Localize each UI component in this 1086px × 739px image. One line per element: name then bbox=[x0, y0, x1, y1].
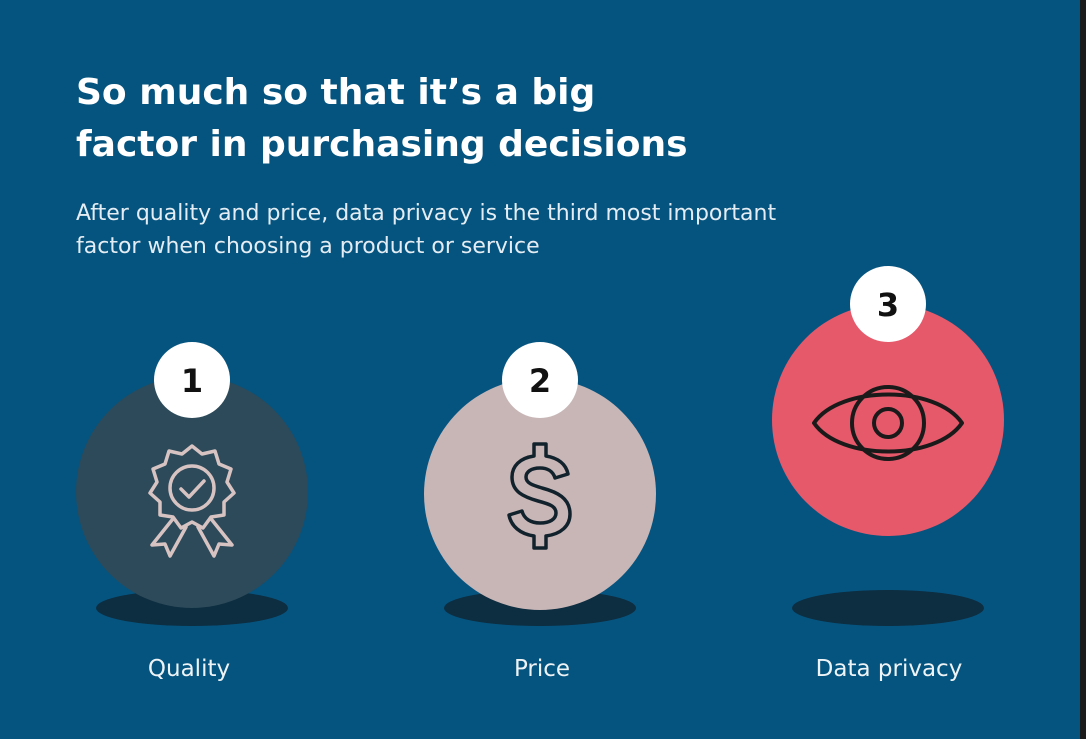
rank-badge bbox=[502, 342, 578, 418]
dollar-icon bbox=[507, 442, 572, 550]
title: So much so that it’s a big bbox=[76, 72, 595, 113]
item-label: Data privacy bbox=[816, 656, 963, 682]
eye-icon bbox=[812, 385, 964, 461]
item-label: Quality bbox=[148, 656, 230, 682]
subtitle: factor when choosing a product or servic… bbox=[76, 234, 540, 259]
rank: 3 bbox=[877, 286, 899, 324]
rank-badge bbox=[850, 266, 926, 342]
rank: 2 bbox=[529, 362, 551, 400]
rank-badge bbox=[154, 342, 230, 418]
rank: 1 bbox=[181, 362, 203, 400]
edge bbox=[1080, 0, 1086, 739]
item-label: Price bbox=[514, 656, 570, 682]
subtitle: After quality and price, data privacy is… bbox=[76, 201, 776, 226]
circle bbox=[772, 304, 1004, 536]
circle bbox=[424, 378, 656, 610]
title: factor in purchasing decisions bbox=[76, 124, 688, 165]
award-icon bbox=[148, 444, 236, 558]
shadow bbox=[792, 590, 984, 626]
